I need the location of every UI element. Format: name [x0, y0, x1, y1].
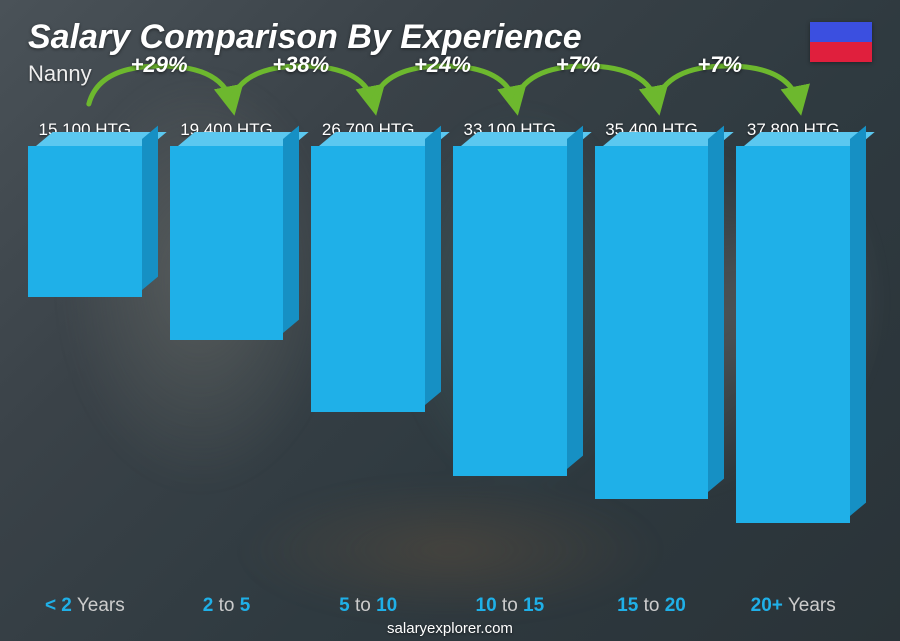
- flag-icon: [810, 22, 872, 62]
- bars-container: 15,100 HTG19,400 HTG26,700 HTG33,100 HTG…: [28, 120, 850, 579]
- bar-column: 33,100 HTG: [453, 120, 567, 579]
- bar: [453, 146, 567, 476]
- bar-column: 35,400 HTG: [595, 120, 709, 579]
- bar-column: 37,800 HTG: [736, 120, 850, 579]
- x-axis-label: 5 to 10: [311, 595, 425, 617]
- bar-front-face: [311, 146, 425, 412]
- growth-pct-label: +7%: [697, 52, 742, 78]
- bar: [170, 146, 284, 340]
- bar-side-face: [708, 126, 724, 493]
- bar-column: 15,100 HTG: [28, 120, 142, 579]
- growth-pct-label: +7%: [556, 52, 601, 78]
- growth-pct-label: +24%: [414, 52, 471, 78]
- flag-top-stripe: [810, 22, 872, 42]
- bar-column: 26,700 HTG: [311, 120, 425, 579]
- bar-side-face: [142, 126, 158, 290]
- x-axis-label: 15 to 20: [595, 595, 709, 617]
- bar-side-face: [850, 126, 866, 516]
- footer-attribution: salaryexplorer.com: [0, 620, 900, 637]
- x-axis-label: 10 to 15: [453, 595, 567, 617]
- x-axis-label: < 2 Years: [28, 595, 142, 617]
- bar-front-face: [453, 146, 567, 476]
- bar-side-face: [425, 126, 441, 406]
- bar-front-face: [28, 146, 142, 297]
- bar-side-face: [283, 126, 299, 333]
- chart-area: 15,100 HTG19,400 HTG26,700 HTG33,100 HTG…: [28, 120, 850, 579]
- bar: [28, 146, 142, 297]
- bar-side-face: [567, 126, 583, 470]
- x-axis-label: 20+ Years: [736, 595, 850, 617]
- bar: [595, 146, 709, 499]
- growth-pct-label: +38%: [272, 52, 329, 78]
- bar: [736, 146, 850, 523]
- bar-column: 19,400 HTG: [170, 120, 284, 579]
- growth-pct-label: +29%: [131, 52, 188, 78]
- x-axis-labels: < 2 Years 2 to 5 5 to 10 10 to 15 15 to 20 20…: [28, 595, 850, 617]
- x-axis-label: 2 to 5: [170, 595, 284, 617]
- bar-front-face: [736, 146, 850, 523]
- bar: [311, 146, 425, 412]
- bar-front-face: [170, 146, 284, 340]
- flag-bottom-stripe: [810, 42, 872, 62]
- bar-front-face: [595, 146, 709, 499]
